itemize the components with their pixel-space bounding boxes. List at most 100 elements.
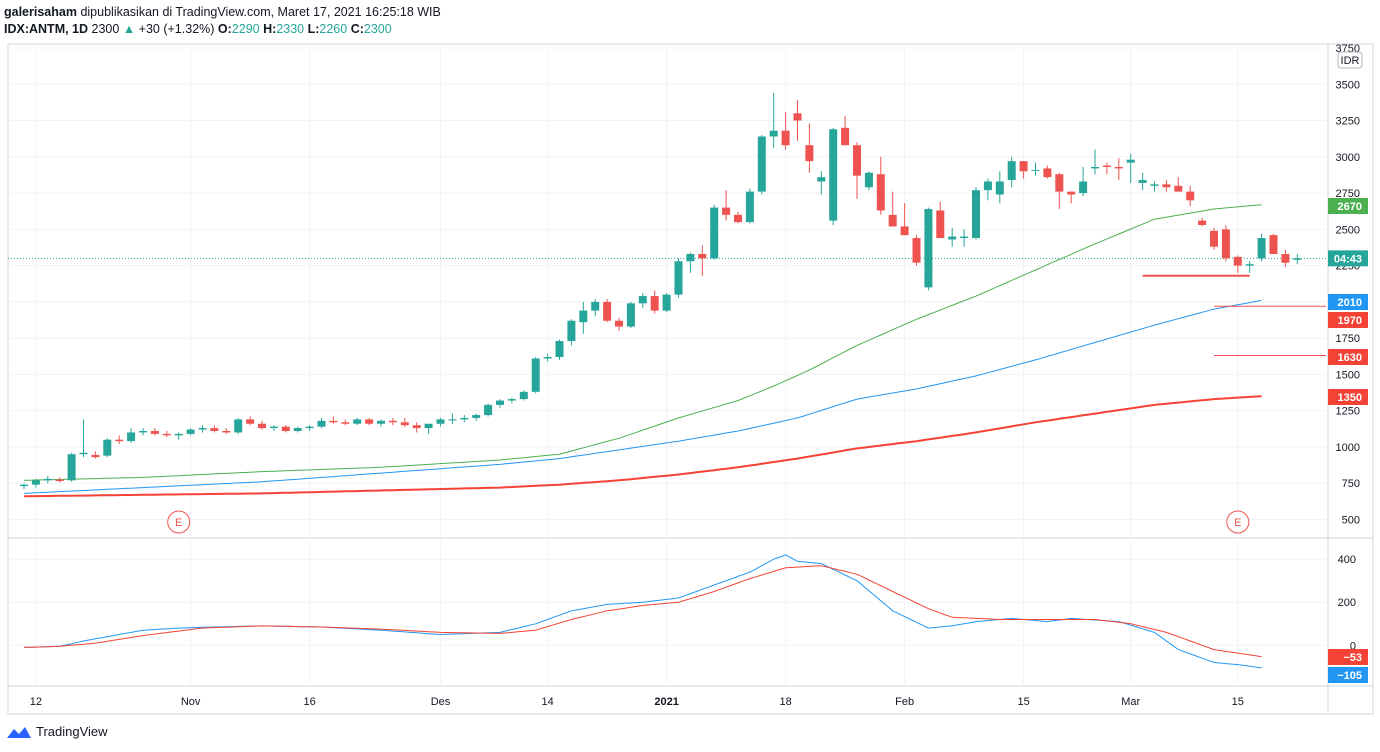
candle-body: [43, 478, 52, 481]
candle-body: [1102, 165, 1111, 167]
price-badge-bg: [1328, 389, 1368, 405]
candle-body: [1221, 229, 1230, 259]
candle-body: [555, 341, 564, 358]
price-axis[interactable]: 5007501000125015001750200022502500275030…: [1328, 43, 1368, 683]
candle-body: [1257, 238, 1266, 259]
price-badge: 1970: [1328, 312, 1368, 328]
macd-badge: −105: [1328, 667, 1368, 683]
time-tick-label: 15: [1232, 696, 1244, 708]
open-label: O:: [217, 22, 232, 36]
candle-body: [1233, 256, 1242, 266]
candle-body: [103, 439, 112, 456]
last-price: 2300: [91, 22, 120, 36]
candle-body: [983, 181, 992, 191]
candle-body: [293, 428, 302, 431]
candle-body: [710, 207, 719, 259]
candle-body: [507, 399, 516, 401]
candle-body: [460, 417, 469, 420]
candle-body: [626, 303, 635, 327]
macd-tick-label: 200: [1338, 597, 1356, 609]
candle-body: [1186, 191, 1195, 201]
candle-body: [353, 419, 362, 424]
grid: [8, 44, 1328, 686]
time-tick-label: Feb: [895, 696, 914, 708]
candle-body: [20, 484, 28, 487]
candle-body: [317, 420, 326, 427]
candle-body: [365, 419, 374, 424]
candle-body: [972, 190, 980, 239]
time-axis[interactable]: 12 Nov 16 Des 14 2021 18 Feb 15 Mar 15: [30, 696, 1244, 708]
price-badge-text: 2010: [1338, 297, 1362, 309]
candle-body: [864, 172, 873, 188]
candle-body: [603, 301, 612, 321]
price-badge-text: 2670: [1338, 201, 1362, 213]
candle-body: [329, 420, 338, 423]
close-value: 2300: [363, 22, 392, 36]
candle-body: [424, 423, 433, 429]
price-tick-label: 500: [1342, 514, 1360, 526]
time-tick-label: Des: [431, 696, 451, 708]
candle-body: [1043, 168, 1052, 178]
publish-info: dipublikasikan di TradingView.com, Maret…: [80, 5, 441, 19]
candle-body: [745, 191, 754, 223]
candle-body: [531, 358, 540, 392]
symbol-label: IDX:ANTM, 1D: [4, 22, 89, 36]
macd-line-macd: [23, 554, 1262, 669]
candle-body: [377, 420, 385, 424]
price-chart[interactable]: EE 5007501000125015001750200022502500275…: [0, 0, 1380, 720]
candle-body: [769, 130, 778, 137]
time-tick-label: 15: [1017, 696, 1029, 708]
candle-body: [674, 261, 683, 295]
candle-body: [805, 145, 814, 162]
chart-frame: [7, 43, 1374, 715]
candle-body: [1174, 185, 1183, 192]
publish-line: galerisaham dipublikasikan di TradingVie…: [4, 4, 441, 21]
candle-body: [722, 207, 731, 215]
price-badge: 2670: [1328, 198, 1368, 214]
horizontal-levels[interactable]: [1142, 274, 1326, 357]
candle-body: [341, 422, 350, 424]
candle-body: [734, 214, 742, 223]
candle-body: [1293, 258, 1302, 260]
author-name[interactable]: galerisaham: [4, 5, 77, 19]
price-badge: 2010: [1328, 294, 1368, 310]
candle-body: [615, 320, 623, 327]
candle-body: [162, 433, 171, 436]
price-tick-label: 3500: [1336, 79, 1360, 91]
time-tick-label: 16: [303, 696, 315, 708]
candle-body: [67, 454, 76, 481]
price-badge: 1630: [1328, 349, 1368, 365]
candle-body: [912, 238, 921, 263]
countdown-badge: 04:43: [1328, 250, 1368, 267]
candle-body: [567, 320, 576, 342]
candle-body: [698, 254, 707, 259]
time-tick-label: 14: [541, 696, 553, 708]
candle-body: [79, 452, 88, 455]
price-tick-label: 750: [1342, 478, 1360, 490]
earnings-marker: E: [167, 510, 191, 534]
candle-body: [412, 425, 421, 429]
candle-body: [1126, 159, 1135, 163]
candle-body: [1091, 166, 1099, 169]
macd-badge-bg: [1328, 649, 1368, 665]
countdown-badge-text: 04:43: [1334, 253, 1362, 265]
candle-body: [579, 310, 588, 323]
price-badge-text: 1970: [1338, 315, 1362, 327]
macd-pane: [23, 554, 1262, 669]
candle-body: [269, 426, 278, 429]
macd-badge-text: −53: [1343, 652, 1362, 664]
candle-body: [781, 130, 790, 146]
close-label: C:: [350, 22, 364, 36]
candle-body: [543, 357, 552, 359]
candle-body: [305, 426, 314, 429]
candle-body: [139, 430, 147, 433]
candle-body: [1067, 191, 1076, 195]
currency-badge[interactable]: IDR: [1337, 51, 1363, 69]
candle-body: [924, 209, 933, 288]
earnings-marker-circle: [1226, 510, 1250, 534]
price-change: +30 (+1.32%): [138, 22, 215, 36]
candle-body: [948, 236, 957, 240]
earnings-marker-label: E: [1234, 517, 1241, 529]
footer-brand[interactable]: TradingView: [6, 724, 108, 739]
